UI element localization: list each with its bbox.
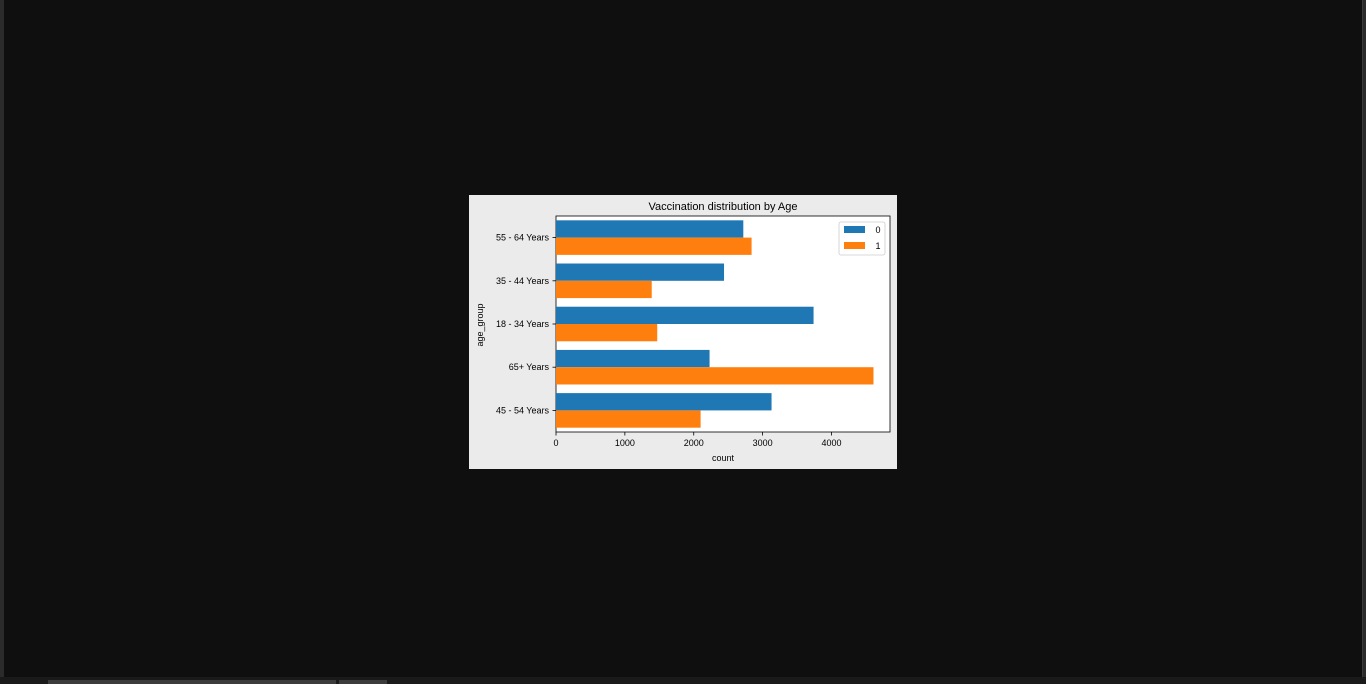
horizontal-scrollbar-thumb[interactable] xyxy=(48,680,336,684)
bar-45-54-years-series-0 xyxy=(556,393,772,411)
y-tick-label: 55 - 64 Years xyxy=(496,233,550,243)
y-tick-label: 35 - 44 Years xyxy=(496,276,550,286)
y-axis-label: age_group xyxy=(475,303,485,346)
bar-55-64-years-series-0 xyxy=(556,220,744,238)
bar-35-44-years-series-1 xyxy=(556,280,652,299)
bar-65-years-series-0 xyxy=(556,349,710,368)
bottom-bar xyxy=(0,677,1366,684)
y-tick-label: 45 - 54 Years xyxy=(496,405,550,415)
legend-swatch-1 xyxy=(844,242,865,249)
bar-18-34-years-series-0 xyxy=(556,306,814,324)
chart-figure: 55 - 64 Years 35 - 44 Years 18 - 34 Years 6… xyxy=(469,195,897,469)
y-tick-label: 65+ Years xyxy=(509,362,550,372)
y-tick-label: 18 - 34 Years xyxy=(496,319,550,329)
bar-35-44-years-series-0 xyxy=(556,263,725,281)
x-tick-label: 4000 xyxy=(821,438,841,448)
x-tick-label: 3000 xyxy=(753,438,773,448)
horizontal-scrollbar-segment[interactable] xyxy=(339,680,387,684)
x-tick-label: 2000 xyxy=(684,438,704,448)
legend-label-1: 1 xyxy=(875,241,880,251)
bar-65-years-series-1 xyxy=(556,367,874,385)
chart-title: Vaccination distribution by Age xyxy=(649,201,798,213)
bar-18-34-years-series-1 xyxy=(556,324,658,342)
legend-swatch-0 xyxy=(844,226,865,233)
bar-chart: 55 - 64 Years 35 - 44 Years 18 - 34 Years 6… xyxy=(475,201,891,463)
x-tick-label: 1000 xyxy=(615,438,635,448)
x-tick-label: 0 xyxy=(553,438,558,448)
x-axis-label: count xyxy=(712,453,735,463)
legend: 0 1 xyxy=(838,221,886,256)
legend-label-0: 0 xyxy=(875,225,880,235)
bar-45-54-years-series-1 xyxy=(556,410,701,428)
bar-55-64-years-series-1 xyxy=(556,237,752,255)
